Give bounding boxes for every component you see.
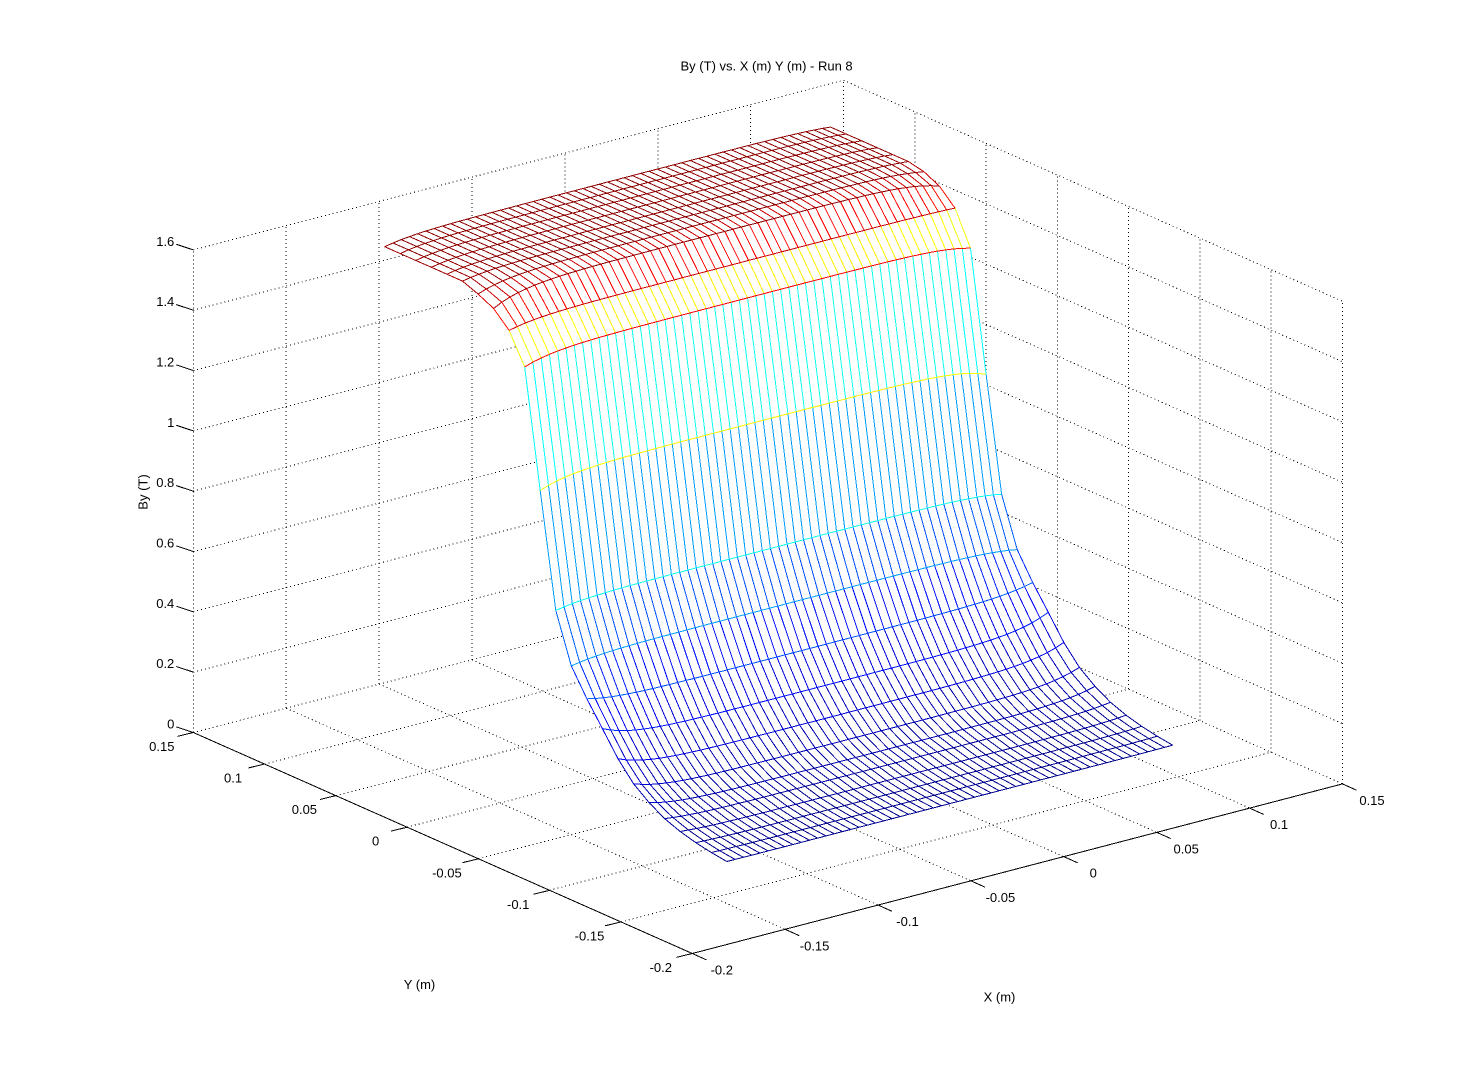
svg-text:0: 0 xyxy=(1090,866,1097,881)
svg-text:1.6: 1.6 xyxy=(156,234,174,249)
svg-text:0.6: 0.6 xyxy=(156,536,174,551)
svg-text:-0.05: -0.05 xyxy=(986,890,1016,905)
svg-text:Y (m): Y (m) xyxy=(404,977,436,992)
svg-text:By (T) vs. X (m) Y (m) - Run 8: By (T) vs. X (m) Y (m) - Run 8 xyxy=(681,59,853,74)
svg-text:0.1: 0.1 xyxy=(1270,817,1288,832)
svg-text:-0.15: -0.15 xyxy=(575,928,605,943)
svg-text:1: 1 xyxy=(167,415,174,430)
svg-text:-0.15: -0.15 xyxy=(800,938,830,953)
svg-text:0.8: 0.8 xyxy=(156,475,174,490)
svg-text:0.2: 0.2 xyxy=(156,656,174,671)
svg-text:0: 0 xyxy=(167,717,174,732)
svg-text:1.2: 1.2 xyxy=(156,355,174,370)
svg-text:By (T): By (T) xyxy=(136,474,151,509)
svg-text:-0.1: -0.1 xyxy=(507,897,529,912)
svg-text:1.4: 1.4 xyxy=(156,294,174,309)
svg-text:-0.05: -0.05 xyxy=(432,865,462,880)
svg-text:-0.2: -0.2 xyxy=(650,960,672,975)
svg-text:-0.2: -0.2 xyxy=(711,963,733,978)
svg-text:0.15: 0.15 xyxy=(149,739,174,754)
svg-text:0.05: 0.05 xyxy=(1174,841,1199,856)
svg-text:0: 0 xyxy=(372,834,379,849)
svg-text:0.1: 0.1 xyxy=(224,771,242,786)
svg-text:0.4: 0.4 xyxy=(156,596,174,611)
svg-text:-0.1: -0.1 xyxy=(896,914,918,929)
svg-text:0.15: 0.15 xyxy=(1359,793,1384,808)
svg-text:X (m): X (m) xyxy=(984,989,1016,1004)
svg-text:0.05: 0.05 xyxy=(292,802,317,817)
